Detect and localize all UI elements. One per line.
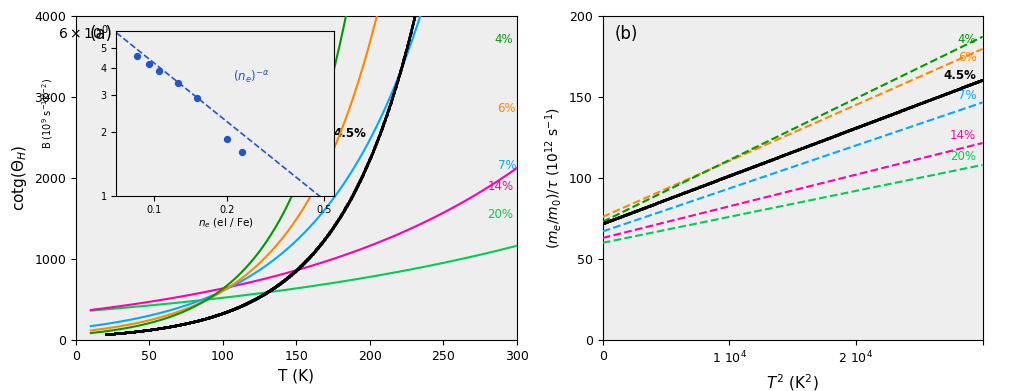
Y-axis label: B $(10^9\ \mathrm{s}^{-1}\mathrm{K}^{-2})$: B $(10^9\ \mathrm{s}^{-1}\mathrm{K}^{-2}… [41,78,55,149]
Text: (a): (a) [89,25,112,43]
X-axis label: $T^2\ \mathrm{(K^2)}$: $T^2\ \mathrm{(K^2)}$ [767,372,819,391]
Point [151,68,167,74]
Y-axis label: cotg($\Theta_H$): cotg($\Theta_H$) [10,145,28,211]
Text: 6%: 6% [497,102,517,115]
Text: 20%: 20% [950,150,977,163]
Point [141,61,157,67]
Point [129,52,145,59]
Y-axis label: $(m_e/m_0)/\tau\ (10^{12}\ \mathrm{s}^{-1})$: $(m_e/m_0)/\tau\ (10^{12}\ \mathrm{s}^{-… [543,107,563,249]
Point [169,80,185,86]
X-axis label: $n_e$ (el / Fe): $n_e$ (el / Fe) [198,217,253,230]
Text: 7%: 7% [497,159,517,172]
Text: 14%: 14% [950,129,977,142]
Point [234,149,250,156]
Text: 4.5%: 4.5% [333,127,366,140]
Point [188,95,205,101]
Text: 4%: 4% [957,34,977,47]
Text: $(n_e)^{-\alpha}$: $(n_e)^{-\alpha}$ [233,69,268,85]
Text: 4.5%: 4.5% [943,69,977,82]
Text: 7%: 7% [957,89,977,102]
X-axis label: T (K): T (K) [279,368,314,384]
Text: (b): (b) [614,25,637,43]
Text: 20%: 20% [487,208,514,221]
Text: 14%: 14% [487,179,514,192]
Point [219,136,235,142]
Text: 4%: 4% [494,34,514,47]
Text: 6%: 6% [957,51,977,65]
